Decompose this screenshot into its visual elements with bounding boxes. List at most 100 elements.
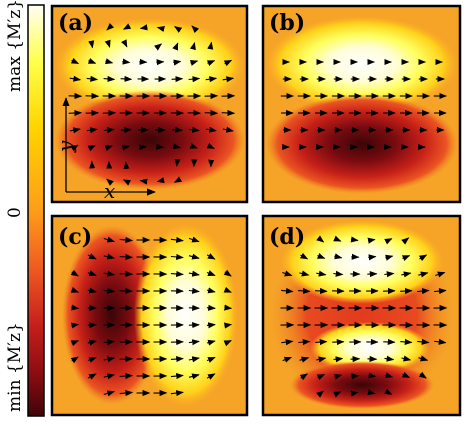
field-arrow (401, 371, 411, 379)
field-arrow (139, 24, 148, 31)
field-arrow (103, 373, 115, 380)
field-arrow (103, 127, 115, 134)
field-arrow (171, 76, 184, 83)
field-arrow (119, 253, 134, 261)
field-arrow (188, 339, 200, 346)
field-arrow (223, 340, 232, 347)
field-arrow (189, 59, 199, 66)
field-arrow (172, 42, 179, 51)
arrows-c (70, 236, 233, 397)
field-arrow (86, 127, 98, 134)
field-arrow (298, 339, 311, 346)
field-arrow (350, 236, 359, 243)
field-arrow (368, 372, 377, 379)
panel-label-c: (c) (58, 224, 92, 250)
field-arrow (106, 22, 115, 31)
field-arrow (188, 236, 200, 243)
field-arrow (299, 373, 308, 381)
field-arrow (68, 109, 83, 117)
field-arrow (206, 356, 216, 363)
field-arrow (333, 391, 342, 398)
field-arrow (334, 253, 343, 260)
field-arrow (188, 253, 200, 260)
panel-d: (d) (261, 214, 462, 417)
field-arrow (87, 57, 97, 64)
field-arrow (299, 252, 309, 260)
arrows-d (280, 235, 448, 398)
field-arrow (87, 322, 97, 329)
field-arrow (223, 269, 232, 277)
field-arrow (418, 254, 428, 262)
field-arrow (384, 271, 395, 278)
field-arrow (282, 270, 293, 277)
field-arrow (317, 253, 326, 259)
field-arrow (70, 340, 80, 347)
field-arrow (316, 356, 327, 363)
field-arrow (188, 356, 200, 363)
field-arrow (87, 145, 96, 152)
arrows-b (280, 58, 447, 151)
field-arrow (367, 389, 376, 396)
field-arrow (282, 356, 293, 363)
field-arrow (86, 75, 99, 82)
field-arrow (401, 271, 412, 278)
field-arrow (401, 355, 412, 362)
field-arrow (103, 390, 115, 397)
field-arrow (189, 142, 198, 149)
field-arrow (87, 287, 97, 294)
field-arrow (122, 58, 131, 65)
field-arrow (119, 355, 134, 363)
panel-b: (b) (261, 4, 462, 204)
field-arrow (170, 355, 184, 363)
field-arrow (104, 145, 113, 152)
field-arrow (281, 339, 294, 346)
field-arrow (156, 177, 165, 184)
field-arrow (316, 270, 327, 277)
field-arrow (170, 253, 184, 261)
field-arrow (316, 235, 325, 243)
field-arrow (119, 389, 134, 397)
field-arrow (315, 287, 328, 295)
field-arrow (418, 371, 427, 379)
field-arrow (333, 356, 344, 363)
colorbar-min-label: min {M′z} (5, 322, 25, 412)
field-arrow (170, 236, 184, 243)
field-arrow (120, 75, 133, 82)
x-axis-label: x (104, 179, 115, 203)
field-arrow (70, 57, 80, 65)
field-arrow (434, 288, 447, 295)
field-arrow (156, 143, 164, 150)
field-arrow (207, 41, 214, 50)
field-arrow (384, 388, 393, 395)
field-arrow (121, 144, 130, 151)
field-arrow (204, 109, 219, 117)
panel-label-a: (a) (58, 10, 93, 36)
field-arrow (71, 304, 80, 311)
field-arrow (173, 176, 183, 183)
field-arrow (103, 339, 116, 346)
field-arrow (103, 356, 116, 363)
field-arrow (367, 237, 376, 244)
field-arrow (173, 59, 182, 66)
field-arrow (384, 355, 395, 362)
field-arrow (384, 238, 393, 245)
field-arrow (103, 253, 115, 260)
colorbar-max-label: max {M′z} (5, 0, 25, 92)
field-arrow (106, 178, 114, 186)
field-arrow (417, 288, 430, 295)
field-arrow (316, 390, 325, 398)
field-arrow (206, 142, 215, 149)
panel-a: (a) x y (50, 4, 249, 204)
field-arrow (351, 373, 360, 380)
field-arrow (206, 253, 216, 260)
field-arrow (223, 286, 232, 293)
field-arrow (400, 287, 413, 295)
field-arrow (87, 339, 97, 346)
field-arrow (401, 237, 410, 245)
field-arrow (87, 373, 97, 380)
field-arrow (87, 270, 97, 277)
field-arrow (223, 59, 233, 67)
field-arrow (121, 39, 128, 48)
field-arrow (401, 254, 411, 262)
